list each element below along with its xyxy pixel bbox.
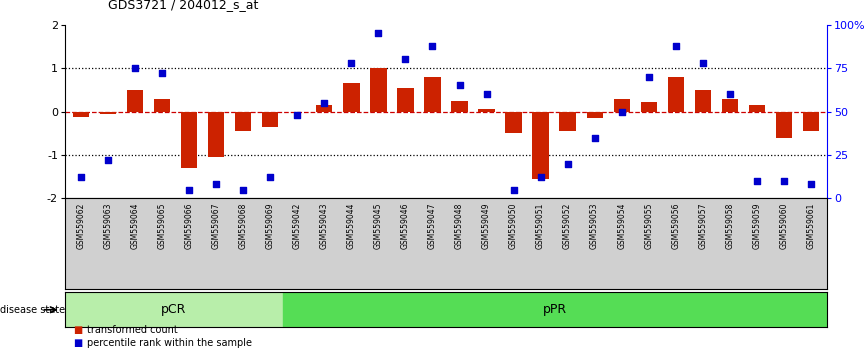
Text: GSM559045: GSM559045 bbox=[374, 203, 383, 249]
Text: GSM559051: GSM559051 bbox=[536, 203, 545, 249]
Text: ■: ■ bbox=[74, 338, 83, 348]
Point bbox=[560, 161, 574, 166]
Text: GSM559046: GSM559046 bbox=[401, 203, 410, 249]
Bar bbox=[668, 77, 684, 112]
Text: GSM559049: GSM559049 bbox=[482, 203, 491, 249]
Point bbox=[615, 109, 629, 114]
Text: GSM559057: GSM559057 bbox=[698, 203, 708, 249]
Point bbox=[804, 182, 818, 187]
Text: GSM559056: GSM559056 bbox=[671, 203, 680, 249]
Point bbox=[750, 178, 764, 184]
Point bbox=[183, 187, 197, 193]
Text: GSM559047: GSM559047 bbox=[428, 203, 437, 249]
Point bbox=[723, 91, 737, 97]
Text: GSM559068: GSM559068 bbox=[239, 203, 248, 249]
Point bbox=[695, 60, 709, 66]
Text: GSM559060: GSM559060 bbox=[779, 203, 788, 249]
Bar bbox=[776, 112, 792, 138]
Bar bbox=[73, 112, 89, 117]
Point bbox=[425, 43, 439, 48]
Point bbox=[669, 43, 682, 48]
Text: GDS3721 / 204012_s_at: GDS3721 / 204012_s_at bbox=[108, 0, 259, 11]
Bar bbox=[803, 112, 819, 131]
Text: GSM559063: GSM559063 bbox=[104, 203, 113, 249]
Bar bbox=[613, 98, 630, 112]
Bar bbox=[208, 112, 224, 157]
Text: GSM559048: GSM559048 bbox=[455, 203, 464, 249]
Text: GSM559066: GSM559066 bbox=[184, 203, 194, 249]
Point bbox=[588, 135, 602, 141]
Bar bbox=[451, 101, 468, 112]
Point bbox=[398, 57, 412, 62]
Point bbox=[507, 187, 520, 193]
Text: ■: ■ bbox=[74, 325, 83, 335]
Bar bbox=[721, 98, 738, 112]
Bar bbox=[749, 105, 765, 112]
Point bbox=[74, 175, 88, 180]
Bar bbox=[371, 68, 386, 112]
Bar bbox=[641, 102, 656, 112]
Point bbox=[480, 91, 494, 97]
Bar bbox=[181, 112, 197, 168]
Bar bbox=[533, 112, 549, 179]
Text: pCR: pCR bbox=[161, 303, 186, 316]
Text: GSM559043: GSM559043 bbox=[320, 203, 329, 249]
Bar bbox=[397, 88, 414, 112]
Text: transformed count: transformed count bbox=[87, 325, 178, 335]
Bar bbox=[127, 90, 143, 112]
Point bbox=[453, 83, 467, 88]
Bar bbox=[154, 98, 171, 112]
Point bbox=[345, 60, 359, 66]
Point bbox=[155, 70, 169, 76]
Point bbox=[101, 157, 115, 163]
Bar bbox=[343, 83, 359, 112]
Text: GSM559065: GSM559065 bbox=[158, 203, 167, 249]
Point bbox=[318, 100, 332, 106]
Point bbox=[642, 74, 656, 80]
Text: GSM559069: GSM559069 bbox=[266, 203, 275, 249]
Bar bbox=[506, 112, 521, 133]
Bar bbox=[586, 112, 603, 118]
Bar bbox=[236, 112, 251, 131]
Text: GSM559053: GSM559053 bbox=[590, 203, 599, 249]
Text: GSM559059: GSM559059 bbox=[753, 203, 761, 249]
Text: GSM559050: GSM559050 bbox=[509, 203, 518, 249]
Point bbox=[263, 175, 277, 180]
Text: GSM559054: GSM559054 bbox=[617, 203, 626, 249]
Text: GSM559055: GSM559055 bbox=[644, 203, 653, 249]
Text: GSM559064: GSM559064 bbox=[131, 203, 139, 249]
Text: GSM559058: GSM559058 bbox=[725, 203, 734, 249]
Text: GSM559062: GSM559062 bbox=[77, 203, 86, 249]
Bar bbox=[262, 112, 279, 127]
Point bbox=[236, 187, 250, 193]
Bar bbox=[282, 292, 827, 327]
Text: percentile rank within the sample: percentile rank within the sample bbox=[87, 338, 253, 348]
Point bbox=[210, 182, 223, 187]
Bar bbox=[65, 292, 282, 327]
Text: disease state: disease state bbox=[0, 305, 65, 315]
Text: pPR: pPR bbox=[543, 303, 567, 316]
Text: GSM559052: GSM559052 bbox=[563, 203, 572, 249]
Point bbox=[777, 178, 791, 184]
Bar bbox=[559, 112, 576, 131]
Bar bbox=[424, 77, 441, 112]
Point bbox=[290, 112, 304, 118]
Text: GSM559044: GSM559044 bbox=[347, 203, 356, 249]
Point bbox=[533, 175, 547, 180]
Point bbox=[372, 31, 385, 36]
Point bbox=[128, 65, 142, 71]
Text: GSM559061: GSM559061 bbox=[806, 203, 815, 249]
Bar bbox=[100, 112, 116, 114]
Bar bbox=[316, 105, 333, 112]
Bar bbox=[478, 109, 494, 112]
Text: GSM559067: GSM559067 bbox=[212, 203, 221, 249]
Text: GSM559042: GSM559042 bbox=[293, 203, 302, 249]
Bar bbox=[695, 90, 711, 112]
